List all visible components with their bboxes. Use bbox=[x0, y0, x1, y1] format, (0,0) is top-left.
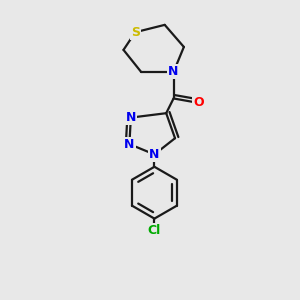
Text: Cl: Cl bbox=[148, 224, 161, 238]
Text: S: S bbox=[131, 26, 140, 39]
Text: N: N bbox=[124, 138, 135, 151]
Text: N: N bbox=[149, 148, 160, 161]
Text: N: N bbox=[126, 111, 136, 124]
Text: O: O bbox=[193, 96, 204, 110]
Text: N: N bbox=[168, 65, 179, 79]
